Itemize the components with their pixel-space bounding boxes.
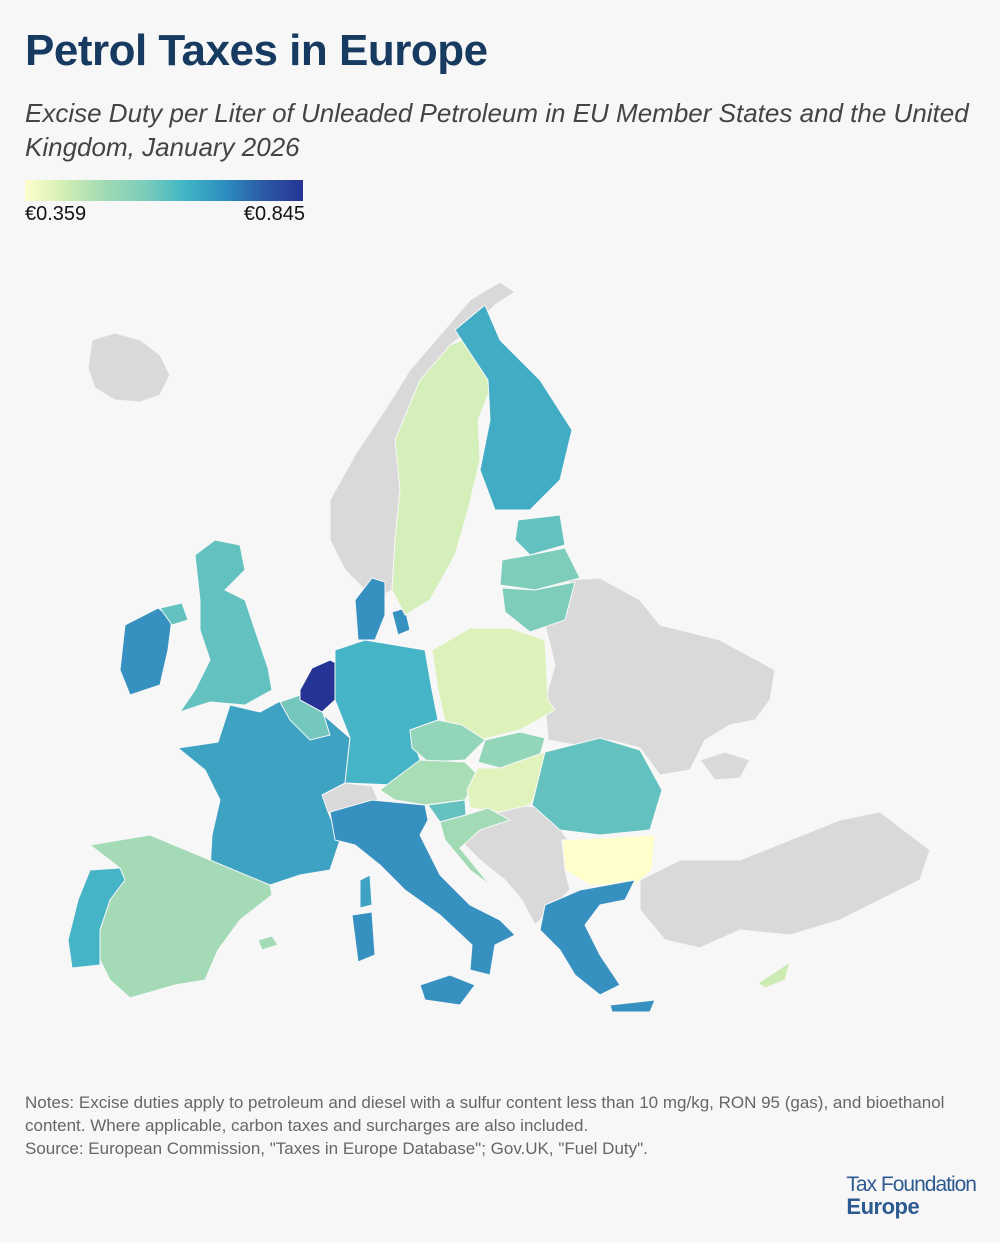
europe-map (67, 281, 931, 1013)
legend-max-label: €0.845 (243, 203, 305, 225)
footnotes: Notes: Excise duties apply to petroleum … (25, 1091, 985, 1160)
color-legend: €0.359 €0.845 (25, 180, 305, 226)
region-romania (531, 737, 663, 836)
region-denmark (354, 577, 411, 641)
region-poland (431, 627, 556, 741)
region-iceland (87, 332, 171, 403)
region-portugal (67, 867, 126, 969)
region-lithuania (501, 581, 576, 633)
notes-text: Notes: Excise duties apply to petroleum … (25, 1093, 945, 1135)
region-croatia (439, 807, 512, 886)
legend-gradient-bar (25, 180, 303, 201)
region-united-kingdom (178, 539, 273, 713)
region-cyprus (757, 960, 791, 989)
region-czechia (409, 719, 486, 763)
page-title: Petrol Taxes in Europe (25, 26, 488, 75)
region-bulgaria (561, 834, 656, 886)
region-sweden (391, 334, 491, 616)
region-belarus-ukraine-russia (544, 577, 776, 776)
tax-foundation-europe-logo: Tax Foundation Europe (846, 1173, 977, 1219)
region-turkey (639, 811, 931, 949)
region-estonia (514, 514, 566, 556)
region-northern-ireland (159, 602, 189, 626)
region-greece (539, 879, 656, 1013)
brand-line-2: Europe (846, 1194, 920, 1219)
region-italy (329, 799, 516, 1006)
brand-line-1: Tax Foundation (846, 1173, 977, 1196)
region-finland (454, 304, 573, 511)
region-balearics (257, 935, 279, 951)
region-ireland (119, 607, 173, 696)
region-latvia (499, 547, 581, 591)
region-corsica (359, 874, 373, 909)
region-crimea (699, 751, 751, 781)
legend-min-label: €0.359 (25, 203, 87, 225)
source-text: Source: European Commission, "Taxes in E… (25, 1139, 648, 1158)
region-france (176, 699, 351, 886)
page-subtitle: Excise Duty per Liter of Unleaded Petrol… (25, 98, 969, 162)
